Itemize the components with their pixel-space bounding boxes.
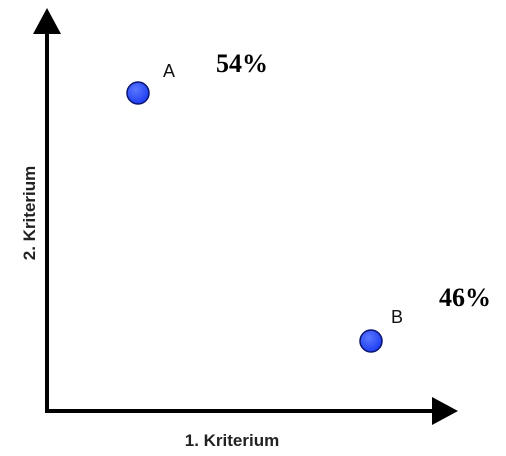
x-axis [45, 397, 458, 425]
y-axis-label: 2. Kriterium [20, 166, 39, 260]
point-b-label: B [391, 307, 403, 327]
x-axis-arrowhead [432, 397, 458, 425]
point-b: B 46% [359, 283, 491, 353]
point-b-percent: 46% [439, 283, 491, 312]
point-b-dot [359, 329, 383, 353]
y-axis-arrowhead [33, 8, 61, 34]
point-a: A 54% [126, 49, 268, 105]
y-axis [33, 8, 61, 411]
point-a-percent: 54% [216, 49, 268, 78]
point-a-label: A [163, 61, 175, 81]
x-axis-label: 1. Kriterium [185, 431, 279, 450]
point-a-dot [126, 81, 150, 105]
